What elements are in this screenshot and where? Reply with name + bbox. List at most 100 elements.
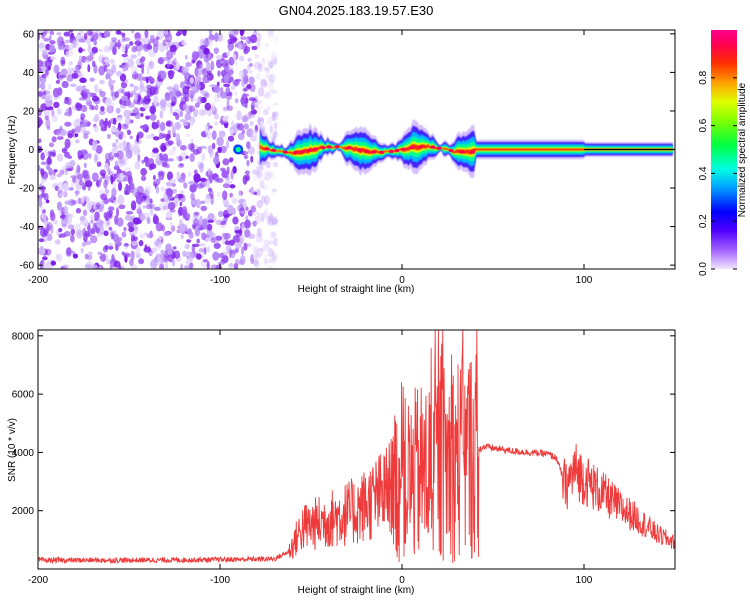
spectrogram-noise-blob xyxy=(211,130,217,140)
spectrogram-noise-blob xyxy=(56,32,62,36)
spectrogram-noise-blob xyxy=(163,30,169,36)
spectrogram-noise-blob xyxy=(83,32,88,40)
spectrogram-noise-blob xyxy=(87,185,91,192)
spectrogram-noise-blob xyxy=(264,198,268,208)
spectrogram-noise-blob xyxy=(219,60,225,64)
spectrogram-noise-blob xyxy=(198,248,205,253)
spectrogram-noise-blob xyxy=(110,175,114,185)
spectrogram-noise-blob xyxy=(45,94,50,99)
spectrogram-noise-blob xyxy=(43,110,50,118)
snr-y-axis-label: SNR (10 * v/v) xyxy=(7,418,18,482)
spectrogram-noise-blob xyxy=(82,209,88,217)
spectrogram-noise-blob xyxy=(111,126,117,133)
snr-y-tick-label: 2000 xyxy=(12,506,35,517)
spectrogram-noise-blob xyxy=(140,175,147,182)
spectrogram-noise-blob xyxy=(186,213,191,219)
spectrogram-noise-blob xyxy=(202,75,210,84)
spectrogram-noise-blob xyxy=(202,68,206,74)
spectrogram-noise-blob xyxy=(175,62,180,71)
figure-title: GN04.2025.183.19.57.E30 xyxy=(279,3,434,18)
spectrogram-noise-blob xyxy=(213,156,220,165)
spectrogram-x-tick-label: -200 xyxy=(28,275,48,286)
spectrogram-noise-blob xyxy=(226,105,233,112)
spectrogram-noise-blob xyxy=(202,39,209,45)
spectrogram-noise-blob xyxy=(269,124,273,134)
spectrogram-noise-blob xyxy=(214,121,219,126)
spectrogram-noise-blob xyxy=(47,65,51,71)
snr-x-tick-label: -200 xyxy=(28,575,48,586)
spectrogram-noise-blob xyxy=(189,116,196,124)
spectrogram-noise-blob xyxy=(165,120,174,128)
spectrogram-noise-blob xyxy=(225,180,233,184)
spectrogram-noise-blob xyxy=(223,232,228,240)
spectrogram-noise-blob xyxy=(218,252,225,259)
spectrogram-noise-blob xyxy=(47,30,51,34)
spectrogram-noise-blob xyxy=(43,229,49,237)
spectrogram-noise-blob xyxy=(195,84,199,94)
spectrogram-noise-blob xyxy=(250,205,257,213)
spectrogram-noise-blob xyxy=(201,152,206,162)
spectrogram-noise-blob xyxy=(227,135,235,142)
spectrogram-noise-blob xyxy=(56,173,62,178)
spectrogram-noise-blob xyxy=(168,150,176,156)
spectrogram-noise-blob xyxy=(232,79,240,86)
spectrogram-noise-blob xyxy=(118,114,123,119)
spectrogram-noise-blob xyxy=(75,178,81,186)
spectrogram-noise-blob xyxy=(49,209,55,218)
snr-series-line xyxy=(38,330,675,565)
spectrogram-noise-blob xyxy=(255,73,261,81)
spectrogram-noise-blob xyxy=(159,132,164,140)
spectrogram-noise-blob xyxy=(225,86,230,95)
spectrogram-noise-blob xyxy=(214,32,219,42)
spectrogram-noise-blob xyxy=(162,153,169,162)
spectrogram-noise-blob xyxy=(56,37,63,47)
spectrogram-noise-blob xyxy=(161,133,167,139)
spectrogram-signal-band xyxy=(260,143,673,156)
spectrogram-noise-blob xyxy=(218,130,226,138)
spectrogram-noise-blob xyxy=(94,153,98,163)
spectrogram-noise-blob xyxy=(62,165,68,175)
spectrogram-noise-blob xyxy=(95,201,101,209)
spectrogram-noise-blob xyxy=(48,44,55,53)
spectrogram-noise-blob xyxy=(158,236,162,241)
spectrogram-noise-blob xyxy=(107,120,111,129)
spectrogram-noise-blob xyxy=(45,74,49,78)
spectrogram-noise-blob xyxy=(207,187,213,193)
spectrogram-noise-blob xyxy=(267,106,271,111)
spectrogram-noise-blob xyxy=(270,52,277,60)
spectrogram-noise-blob xyxy=(45,118,51,129)
spectrogram-noise-blob xyxy=(190,192,195,201)
spectrogram-noise-blob xyxy=(207,167,211,176)
spectrogram-noise-blob xyxy=(158,240,162,249)
spectrogram-noise-blob xyxy=(91,95,100,102)
spectrogram-noise-blob xyxy=(241,115,248,123)
spectrogram-peak-dot xyxy=(459,150,465,154)
spectrogram-noise-blob xyxy=(260,79,268,88)
spectrogram-noise-blob xyxy=(75,64,82,71)
spectrogram-noise-blob xyxy=(272,255,279,261)
spectrogram-noise-blob xyxy=(234,258,241,266)
spectrogram-noise-blob xyxy=(239,210,248,215)
spectrogram-noise-blob xyxy=(268,215,273,222)
spectrogram-noise-blob xyxy=(273,112,279,117)
spectrogram-noise-blob xyxy=(172,246,177,250)
spectrogram-noise-blob xyxy=(87,44,92,54)
spectrogram-noise-blob xyxy=(91,60,96,68)
spectrogram-noise-blob xyxy=(111,102,115,111)
spectrogram-noise-blob xyxy=(67,43,74,52)
spectrogram-noise-blob xyxy=(80,247,84,254)
spectrogram-noise-blob xyxy=(133,236,138,242)
spectrogram-noise-blob xyxy=(165,243,173,253)
spectrogram-noise-blob xyxy=(99,48,103,53)
spectrogram-noise-blob xyxy=(178,229,185,234)
spectrogram-noise-blob xyxy=(199,90,205,94)
spectrogram-noise-blob xyxy=(99,90,106,98)
spectrogram-noise-blob xyxy=(46,125,51,131)
spectrogram-noise-blob xyxy=(184,243,190,250)
spectrogram-noise-blob xyxy=(207,38,213,47)
spectrogram-noise-blob xyxy=(270,56,278,65)
spectrogram-noise-blob xyxy=(48,83,52,91)
spectrogram-noise-blob xyxy=(150,247,157,254)
spectrogram-noise-blob xyxy=(145,134,153,139)
spectrogram-noise-blob xyxy=(148,61,152,67)
